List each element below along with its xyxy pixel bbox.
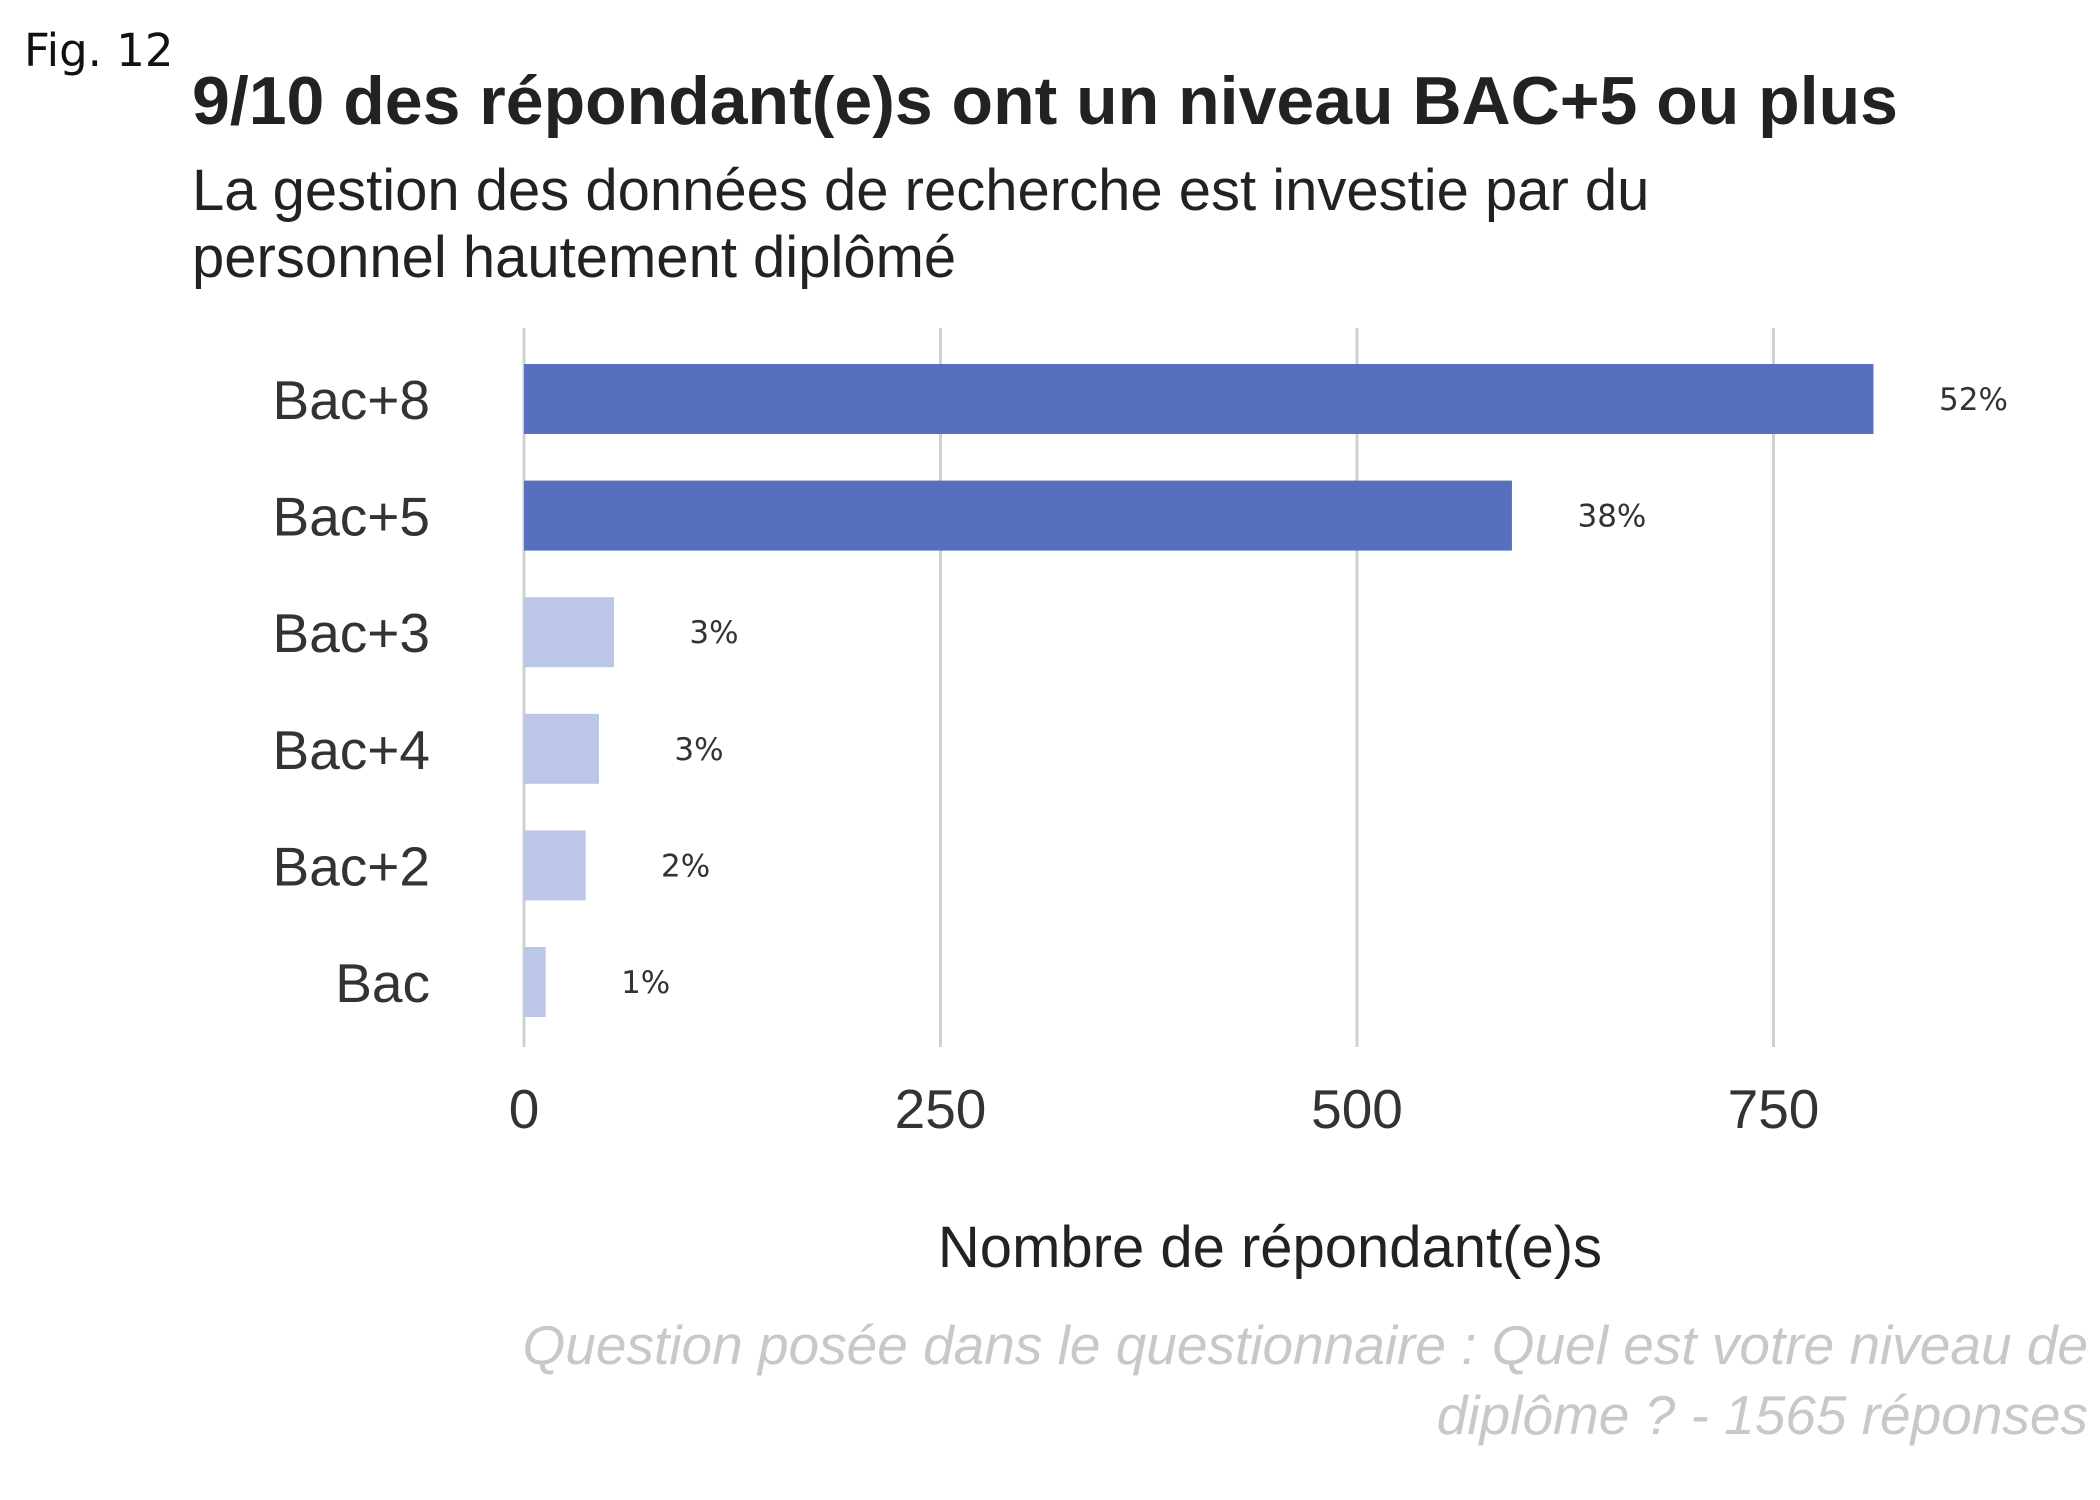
data-label: 3%	[674, 732, 723, 768]
bar-bac-plus-2	[524, 830, 586, 901]
category-label: Bac+5	[273, 486, 430, 548]
x-axis-label: Nombre de répondant(e)s	[938, 1215, 1602, 1280]
bar-bac	[524, 947, 546, 1017]
caption-line-2: diplôme ? - 1565 réponses	[1437, 1384, 2088, 1446]
chart-subtitle-line-2: personnel hautement diplômé	[192, 225, 956, 290]
bar-bac-plus-3	[524, 597, 614, 668]
category-labels: Bac+8 Bac+5 Bac+3 Bac+4 Bac+2 Bac	[273, 369, 430, 1014]
bar-bac-plus-8	[524, 364, 1874, 434]
category-label: Bac+4	[273, 719, 430, 781]
bars	[524, 364, 1874, 1017]
figure-label: Fig. 12	[24, 24, 174, 77]
caption-line-1: Question posée dans le questionnaire : Q…	[523, 1314, 2088, 1376]
data-label: 52%	[1939, 382, 2008, 418]
category-label: Bac+8	[273, 369, 430, 431]
category-label: Bac+3	[273, 602, 430, 664]
category-label: Bac+2	[273, 835, 430, 897]
x-tick-label: 250	[895, 1078, 987, 1140]
bar-bac-plus-4	[524, 713, 599, 784]
bar-bac-plus-5	[524, 480, 1512, 551]
chart-title: 9/10 des répondant(e)s ont un niveau BAC…	[192, 63, 1898, 139]
data-label: 3%	[689, 615, 738, 651]
x-tick-label: 500	[1311, 1078, 1403, 1140]
data-labels: 52% 38% 3% 3% 2% 1%	[621, 382, 2008, 1001]
x-tick-label: 0	[509, 1078, 540, 1140]
data-label: 2%	[661, 848, 710, 884]
x-tick-label: 750	[1728, 1078, 1820, 1140]
chart-subtitle-line-1: La gestion des données de recherche est …	[192, 158, 1649, 223]
x-axis-tick-labels: 0 250 500 750	[509, 1078, 1820, 1140]
category-label: Bac	[335, 952, 430, 1014]
data-label: 38%	[1577, 499, 1646, 535]
data-label: 1%	[621, 965, 670, 1001]
grid-lines	[522, 328, 1775, 1047]
